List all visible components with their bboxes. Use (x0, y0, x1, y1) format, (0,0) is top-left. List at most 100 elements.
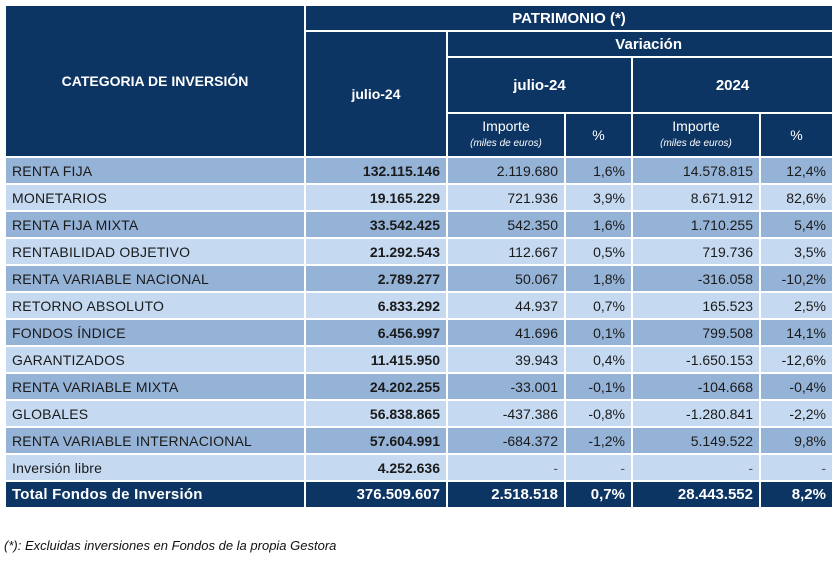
cell-pct1: -0,1% (564, 372, 633, 401)
total-pct1: 0,7% (564, 480, 633, 509)
cell-cat: RENTA VARIABLE MIXTA (4, 372, 306, 401)
cell-pct2: -0,4% (759, 372, 834, 401)
cell-pct2: 2,5% (759, 291, 834, 320)
cell-pct2: 9,8% (759, 426, 834, 455)
cell-imp2: -1.650.153 (631, 345, 761, 374)
cell-pat: 6.833.292 (304, 291, 448, 320)
cell-imp1: -684.372 (446, 426, 566, 455)
var-year-header: 2024 (631, 56, 834, 114)
total-imp2: 28.443.552 (631, 480, 761, 509)
importe-header: Importe (miles de euros) (446, 112, 566, 158)
cell-imp1: 39.943 (446, 345, 566, 374)
cell-cat: FONDOS ÍNDICE (4, 318, 306, 347)
cell-imp2: 719.736 (631, 237, 761, 266)
cell-pat: 33.542.425 (304, 210, 448, 239)
table-row: RENTA FIJA 132.115.146 2.119.680 1,6% 14.578… (4, 156, 834, 185)
patrimonio-header: PATRIMONIO (*) (304, 4, 834, 32)
cell-cat: RENTA VARIABLE NACIONAL (4, 264, 306, 293)
cell-pct1: 1,6% (564, 156, 633, 185)
pct-header: % (759, 112, 834, 158)
cell-imp1: 542.350 (446, 210, 566, 239)
cell-pct2: -10,2% (759, 264, 834, 293)
cell-pct2: 82,6% (759, 183, 834, 212)
cell-imp1: 41.696 (446, 318, 566, 347)
footnote: (*): Excluidas inversiones en Fondos de … (4, 538, 337, 553)
variacion-header: Variación (446, 30, 834, 58)
fund-assets-table: CATEGORIA DE INVERSIÓN PATRIMONIO (*) ju… (4, 4, 834, 509)
cell-pct2: 14,1% (759, 318, 834, 347)
importe-header: Importe (miles de euros) (631, 112, 761, 158)
cell-imp2: - (631, 453, 761, 482)
cell-cat: RENTA FIJA MIXTA (4, 210, 306, 239)
cell-pat: 56.838.865 (304, 399, 448, 428)
cell-pat: 6.456.997 (304, 318, 448, 347)
table-row: RENTA FIJA MIXTA 33.542.425 542.350 1,6% 1.7… (4, 210, 834, 239)
table-row: GLOBALES 56.838.865 -437.386 -0,8% -1.280.84… (4, 399, 834, 428)
cell-imp1: -33.001 (446, 372, 566, 401)
cell-pat: 132.115.146 (304, 156, 448, 185)
cell-cat: GARANTIZADOS (4, 345, 306, 374)
cell-imp1: -437.386 (446, 399, 566, 428)
cell-pat: 24.202.255 (304, 372, 448, 401)
cell-pct1: -1,2% (564, 426, 633, 455)
cell-imp2: 1.710.255 (631, 210, 761, 239)
cell-imp2: 799.508 (631, 318, 761, 347)
cell-pct2: 5,4% (759, 210, 834, 239)
cell-imp1: 50.067 (446, 264, 566, 293)
cell-imp1: - (446, 453, 566, 482)
cell-pat: 57.604.991 (304, 426, 448, 455)
cell-pat: 11.415.950 (304, 345, 448, 374)
cell-pat: 19.165.229 (304, 183, 448, 212)
total-row: Total Fondos de Inversión 376.509.607 2.51… (4, 480, 834, 509)
cell-pct1: - (564, 453, 633, 482)
cell-imp2: 8.671.912 (631, 183, 761, 212)
total-imp1: 2.518.518 (446, 480, 566, 509)
cell-imp1: 721.936 (446, 183, 566, 212)
table-row: RENTA VARIABLE INTERNACIONAL 57.604.991 -6… (4, 426, 834, 455)
cell-pct2: 12,4% (759, 156, 834, 185)
cell-pct1: 1,6% (564, 210, 633, 239)
cell-pct1: 0,5% (564, 237, 633, 266)
table-row: GARANTIZADOS 11.415.950 39.943 0,4% -1.650.1… (4, 345, 834, 374)
cell-cat: RENTABILIDAD OBJETIVO (4, 237, 306, 266)
cell-pat: 2.789.277 (304, 264, 448, 293)
cell-pct1: 3,9% (564, 183, 633, 212)
cell-imp1: 44.937 (446, 291, 566, 320)
cell-cat: Inversión libre (4, 453, 306, 482)
cell-cat: MONETARIOS (4, 183, 306, 212)
cell-cat: RETORNO ABSOLUTO (4, 291, 306, 320)
table-row: MONETARIOS 19.165.229 721.936 3,9% 8.671.912… (4, 183, 834, 212)
cell-pct1: 1,8% (564, 264, 633, 293)
cell-pct2: -2,2% (759, 399, 834, 428)
pct-header: % (564, 112, 633, 158)
cell-imp2: -104.668 (631, 372, 761, 401)
cell-cat: GLOBALES (4, 399, 306, 428)
cell-pat: 4.252.636 (304, 453, 448, 482)
cell-pct1: 0,1% (564, 318, 633, 347)
cell-imp2: 5.149.522 (631, 426, 761, 455)
cell-imp1: 2.119.680 (446, 156, 566, 185)
table-row: RENTA VARIABLE NACIONAL 2.789.277 50.067 1,… (4, 264, 834, 293)
table-row: RENTABILIDAD OBJETIVO 21.292.543 112.667 0,… (4, 237, 834, 266)
cell-imp2: -1.280.841 (631, 399, 761, 428)
cell-cat: RENTA VARIABLE INTERNACIONAL (4, 426, 306, 455)
total-cat: Total Fondos de Inversión (4, 480, 306, 509)
month-header: julio-24 (304, 30, 448, 158)
cell-pat: 21.292.543 (304, 237, 448, 266)
cell-pct2: 3,5% (759, 237, 834, 266)
cell-pct1: 0,4% (564, 345, 633, 374)
table-row: RENTA VARIABLE MIXTA 24.202.255 -33.001 -0,… (4, 372, 834, 401)
table-row: FONDOS ÍNDICE 6.456.997 41.696 0,1% 799.508 1… (4, 318, 834, 347)
cell-cat: RENTA FIJA (4, 156, 306, 185)
table-row: RETORNO ABSOLUTO 6.833.292 44.937 0,7% 165.5… (4, 291, 834, 320)
total-pct2: 8,2% (759, 480, 834, 509)
total-pat: 376.509.607 (304, 480, 448, 509)
cell-pct2: - (759, 453, 834, 482)
cell-pct1: -0,8% (564, 399, 633, 428)
var-month-header: julio-24 (446, 56, 633, 114)
table-row: Inversión libre 4.252.636- - - - (4, 453, 834, 482)
cell-pct1: 0,7% (564, 291, 633, 320)
cell-imp2: 165.523 (631, 291, 761, 320)
cell-imp2: 14.578.815 (631, 156, 761, 185)
cell-pct2: -12,6% (759, 345, 834, 374)
